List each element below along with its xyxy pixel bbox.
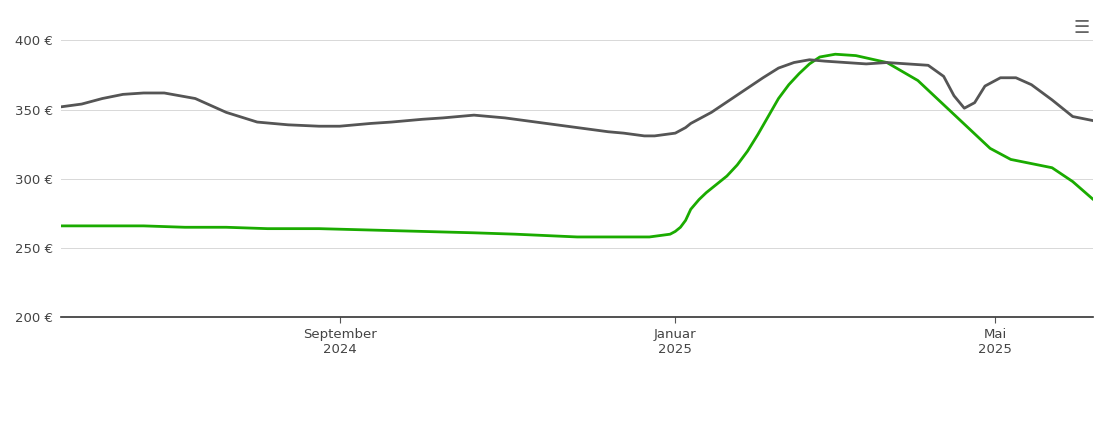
- Text: ☰: ☰: [1073, 19, 1090, 37]
- Legend: lose Ware, Sackware: lose Ware, Sackware: [455, 422, 699, 423]
